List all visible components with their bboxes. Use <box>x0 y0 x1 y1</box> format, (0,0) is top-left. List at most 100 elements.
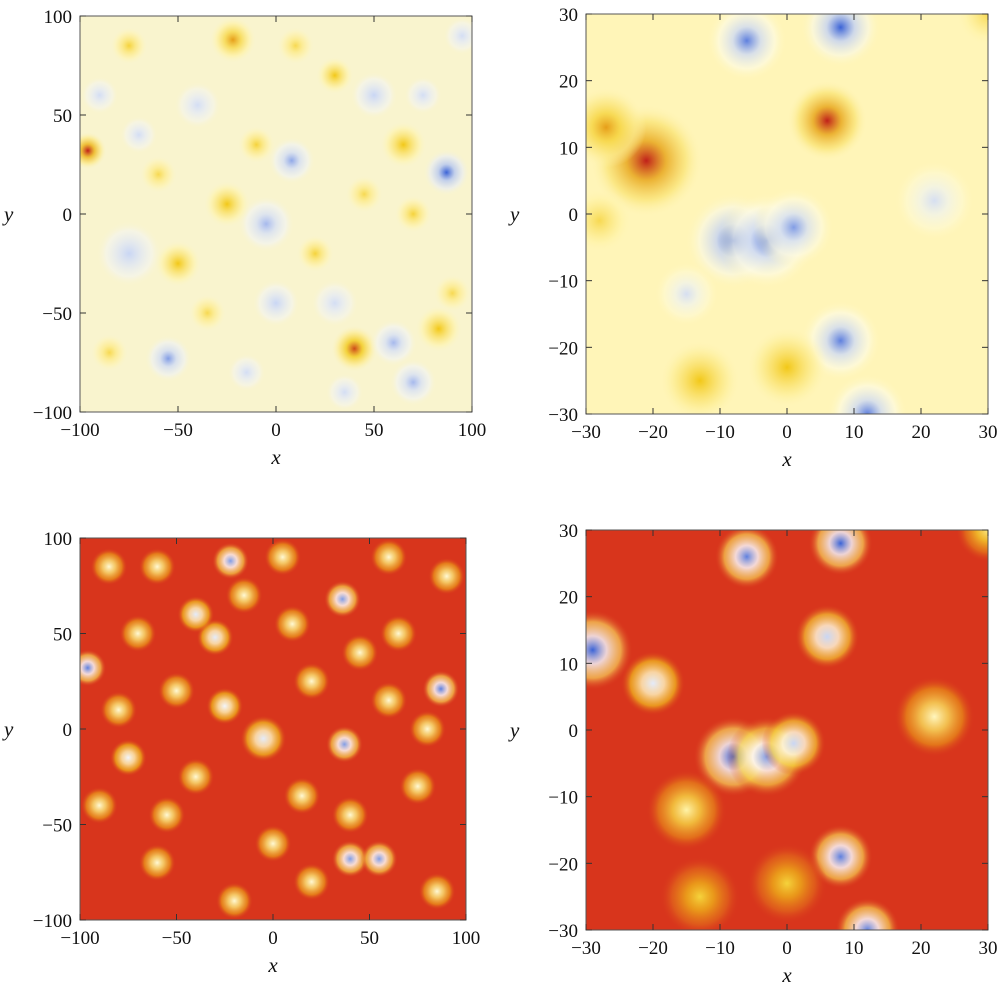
x-tick-label: −30 <box>571 422 601 443</box>
heatmap-blob <box>835 897 900 930</box>
heatmap-blob <box>800 14 881 68</box>
heatmap-blob <box>808 530 873 576</box>
heatmap-blob <box>254 825 292 863</box>
heatmap-blob <box>795 604 860 669</box>
heatmap-blob <box>654 261 719 327</box>
heatmap-blob <box>330 325 378 373</box>
heatmap-blob <box>110 26 148 65</box>
heatmap-blob <box>80 786 118 824</box>
y-axis-label: y <box>508 718 520 742</box>
heatmap-blob <box>370 319 418 367</box>
heatmap-blob <box>225 576 263 614</box>
y-tick-label: 10 <box>559 654 578 675</box>
x-tick-label: −50 <box>163 420 193 441</box>
x-tick-label: 50 <box>360 928 379 949</box>
x-tick-label: 0 <box>271 420 281 441</box>
heatmap-blob <box>787 80 868 161</box>
heatmap-blob <box>96 220 162 287</box>
heatmap-field <box>586 14 988 414</box>
x-axis-label: x <box>781 447 792 471</box>
heatmap-blob <box>399 767 437 805</box>
heatmap-blob <box>428 557 466 595</box>
heatmap-blob <box>586 87 647 168</box>
heatmap-blob <box>370 538 408 576</box>
heatmap-blob <box>296 234 335 273</box>
heatmap-blob <box>761 711 826 776</box>
heatmap-blob <box>706 14 787 81</box>
y-tick-label: 20 <box>559 72 578 93</box>
heatmap-blob <box>370 681 408 719</box>
panel-top-left: −100 −50 0 50 100 −100 −50 0 50 100 x y <box>2 7 487 469</box>
heatmap-blob <box>746 327 828 408</box>
heatmap-blob <box>331 796 369 834</box>
heatmap-blob <box>586 188 632 253</box>
heatmap-blob <box>586 609 633 691</box>
y-tick-label: 100 <box>44 529 73 550</box>
heatmap-blob <box>293 863 331 901</box>
heatmap-blob <box>240 715 287 762</box>
heatmap-blob <box>209 16 257 64</box>
x-tick-label: −50 <box>162 928 192 949</box>
heatmap-blob <box>80 76 119 115</box>
x-tick-label: 0 <box>782 938 792 959</box>
x-tick-label: −20 <box>638 422 668 443</box>
heatmap-blob <box>325 725 363 763</box>
y-tick-label: −10 <box>548 788 578 809</box>
x-tick-label: 0 <box>268 928 278 949</box>
y-tick-label: 0 <box>63 720 73 741</box>
x-tick-label: 100 <box>458 420 487 441</box>
panel-bottom-right: −30 −20 −10 0 10 20 30 −30 −20 −10 0 10 20 30 x y <box>508 521 998 987</box>
x-tick-label: 30 <box>979 938 998 959</box>
x-tick-label: −20 <box>638 938 668 959</box>
heatmap-blob <box>154 239 202 288</box>
x-tick-label: 0 <box>782 422 792 443</box>
x-axis-label: x <box>267 953 278 977</box>
y-tick-label: −50 <box>42 304 72 325</box>
heatmap-blob <box>144 335 192 383</box>
heatmap-blob <box>119 614 157 653</box>
x-axis-label: x <box>270 445 281 469</box>
y-axis-label: y <box>508 202 520 226</box>
heatmap-blob <box>714 530 779 589</box>
heatmap-blob <box>323 580 362 618</box>
heatmap-blob <box>389 358 437 406</box>
heatmap-blob <box>80 131 107 170</box>
heatmap-blob <box>268 137 316 185</box>
heatmap-blob <box>206 687 244 725</box>
heatmap-blob <box>746 843 828 924</box>
heatmap-blob <box>212 542 250 580</box>
heatmap-field <box>80 538 466 920</box>
y-tick-label: 0 <box>569 721 579 742</box>
heatmap-blob <box>90 548 128 586</box>
y-tick-label: 50 <box>53 625 72 646</box>
heatmap-blob <box>955 14 988 47</box>
x-tick-label: −100 <box>60 420 99 441</box>
heatmap-blob <box>620 651 686 716</box>
heatmap-blob <box>177 595 215 633</box>
x-tick-label: 10 <box>845 422 864 443</box>
heatmap-blob <box>404 76 442 115</box>
heatmap-blob <box>360 840 398 878</box>
heatmap-blob <box>237 125 276 164</box>
heatmap-blob <box>109 739 147 777</box>
x-tick-label: 20 <box>912 422 931 443</box>
x-tick-label: 30 <box>979 422 998 443</box>
x-tick-label: 50 <box>365 420 384 441</box>
heatmap-blob <box>273 605 311 643</box>
heatmap-blob <box>894 676 975 757</box>
heatmap-blob <box>119 115 158 154</box>
heatmap-blob <box>659 340 741 414</box>
heatmap-blob <box>345 175 384 214</box>
heatmap-blob <box>177 758 215 796</box>
y-tick-label: −30 <box>548 921 578 942</box>
y-axis-label: y <box>2 717 14 741</box>
heatmap-blob <box>293 662 331 700</box>
heatmap-blob <box>433 274 472 313</box>
x-tick-label: 10 <box>845 938 864 959</box>
panel-top-right: −30 −20 −10 0 10 20 30 −30 −20 −10 0 10 20 30 x y <box>508 5 998 471</box>
x-tick-label: 20 <box>912 938 931 959</box>
y-tick-label: 0 <box>569 205 579 226</box>
heatmap-blob <box>422 670 460 708</box>
y-tick-label: −10 <box>548 272 578 293</box>
heatmap-blob <box>264 538 302 576</box>
